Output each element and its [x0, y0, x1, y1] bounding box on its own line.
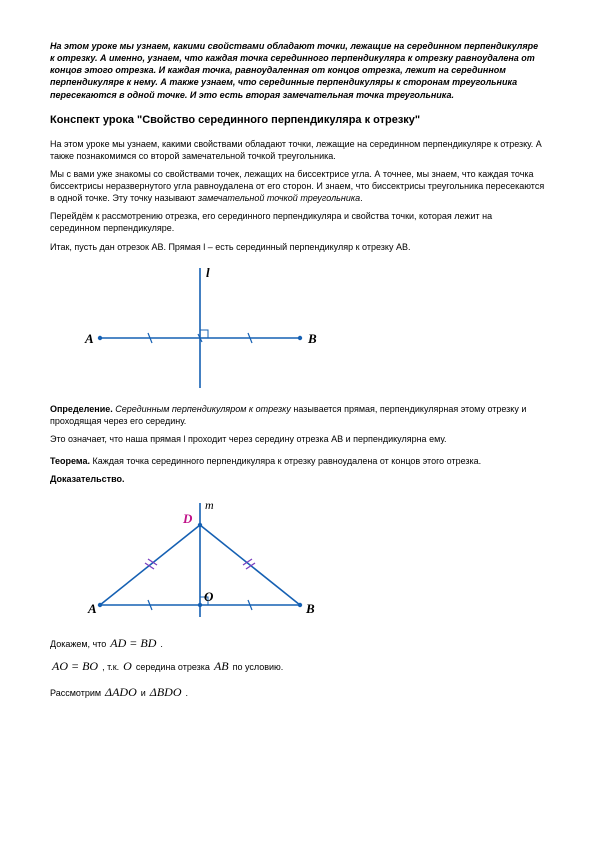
paragraph-2-italic: замечательной точкой треугольника: [198, 193, 360, 203]
proof-line-2-mathAB: AB: [212, 658, 231, 674]
proof-line-2: AO = BO , т.к. O середина отрезка AB по …: [50, 658, 545, 674]
proof-line-2-math1: AO = BO: [50, 658, 100, 674]
proof-line-2-mid: , т.к.: [102, 661, 119, 673]
figure-1-svg: A B l: [50, 263, 350, 393]
figure-2: A B O D m: [50, 495, 545, 625]
figure-1: A B l: [50, 263, 545, 393]
fig1-label-A: A: [84, 331, 94, 346]
fig2-label-B: B: [305, 601, 315, 616]
paragraph-2: Мы с вами уже знакомы со свойствами точе…: [50, 168, 545, 204]
intro-paragraph: На этом уроке мы узнаем, какими свойства…: [50, 40, 545, 101]
proof-line-2-end: по условию.: [233, 661, 284, 673]
proof-line-1b: .: [160, 638, 163, 650]
fig2-label-A: A: [87, 601, 97, 616]
theorem-text: Каждая точка серединного перпендикуляра …: [90, 456, 481, 466]
fig1-label-l: l: [206, 265, 210, 280]
proof-line-2-mid2: середина отрезка: [136, 661, 210, 673]
document-page: На этом уроке мы узнаем, какими свойства…: [0, 0, 595, 726]
paragraph-2b: .: [360, 193, 363, 203]
paragraph-1: На этом уроке мы узнаем, какими свойства…: [50, 138, 545, 162]
proof-line-3-t1: ΔADO: [103, 684, 139, 700]
proof-label: Доказательство.: [50, 473, 545, 485]
proof-line-3-and: и: [141, 687, 146, 699]
definition-italic: Серединным перпендикуляром к отрезку: [115, 404, 291, 414]
proof-line-1a: Докажем, что: [50, 638, 106, 650]
definition-label: Определение.: [50, 404, 113, 414]
fig2-label-O: O: [204, 589, 214, 604]
definition-follow: Это означает, что наша прямая l проходит…: [50, 433, 545, 445]
proof-line-3-t2: ΔBDO: [148, 684, 184, 700]
proof-line-2-mathO: O: [121, 658, 134, 674]
proof-line-1: Докажем, что AD = BD .: [50, 635, 545, 651]
theorem-paragraph: Теорема. Каждая точка серединного перпен…: [50, 455, 545, 467]
proof-label-text: Доказательство.: [50, 474, 125, 484]
proof-line-3: Рассмотрим ΔADO и ΔBDO .: [50, 684, 545, 700]
paragraph-4: Итак, пусть дан отрезок АВ. Прямая l – е…: [50, 241, 545, 253]
fig2-label-D: D: [182, 511, 193, 526]
definition-paragraph: Определение. Серединным перпендикуляром …: [50, 403, 545, 427]
lesson-heading: Конспект урока "Свойство серединного пер…: [50, 113, 545, 128]
figure-2-svg: A B O D m: [50, 495, 350, 625]
fig2-label-m: m: [205, 498, 214, 512]
proof-line-3b: .: [186, 687, 189, 699]
proof-line-3a: Рассмотрим: [50, 687, 101, 699]
paragraph-3: Перейдём к рассмотрению отрезка, его сер…: [50, 210, 545, 234]
proof-line-1-math: AD = BD: [108, 635, 158, 651]
fig1-label-B: B: [307, 331, 317, 346]
theorem-label: Теорема.: [50, 456, 90, 466]
